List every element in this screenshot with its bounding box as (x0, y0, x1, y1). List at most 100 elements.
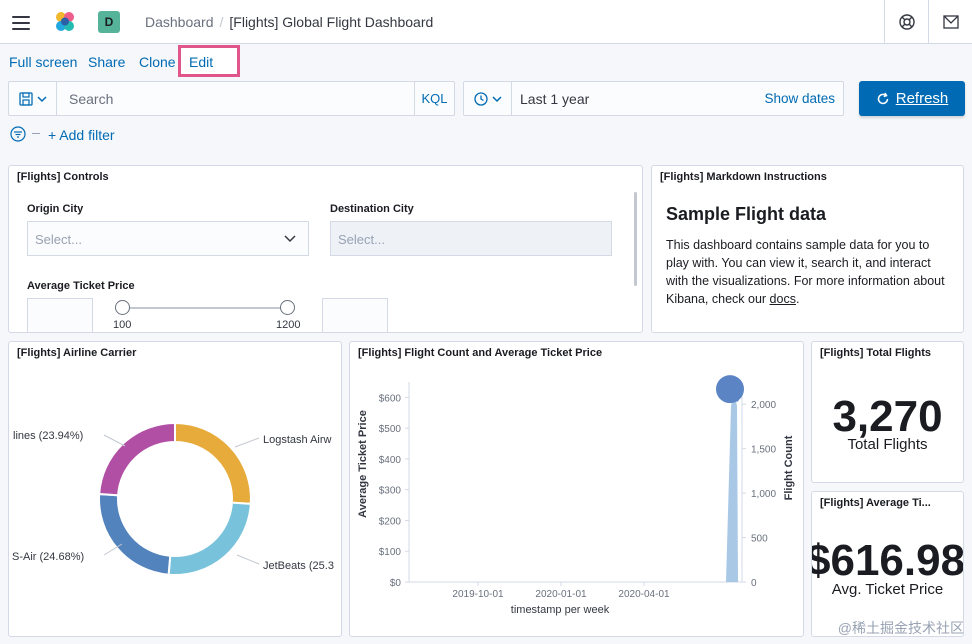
panel-title: [Flights] Airline Carrier (17, 347, 137, 359)
kibana-logo-icon[interactable] (53, 10, 77, 34)
donut-slice-es-air[interactable] (98, 492, 172, 576)
right-tick-label: 1,000 (751, 489, 776, 500)
left-tick-label: $400 (379, 455, 402, 466)
clock-icon (473, 91, 488, 106)
left-axis-title: Average Ticket Price (357, 410, 369, 518)
edit-link[interactable]: Edit (189, 54, 214, 70)
flight-count-area[interactable] (726, 396, 738, 582)
left-tick-label: $600 (379, 393, 402, 404)
donut-slice-jetbeats[interactable] (167, 501, 252, 576)
markdown-panel: [Flights] Markdown Instructions Sample F… (651, 165, 964, 333)
x-tick-label: 2019-10-01 (452, 589, 504, 600)
time-range-text[interactable]: Last 1 year (520, 91, 590, 107)
origin-city-placeholder: Select... (35, 232, 82, 247)
breadcrumb: Dashboard / [Flights] Global Flight Dashbo… (145, 14, 433, 30)
search-input[interactable]: Search (69, 91, 114, 107)
ticket-price-dot (735, 398, 739, 402)
docs-link[interactable]: docs (769, 292, 796, 306)
donut-label-kibana: lines (23.94%) (13, 430, 83, 442)
right-tick-label: 0 (751, 578, 757, 589)
breadcrumb-current: [Flights] Global Flight Dashboard (229, 14, 434, 30)
flight-count-chart: Average Ticket Price Flight Count $600 $5… (357, 375, 795, 616)
refresh-label: Refresh (895, 90, 949, 107)
share-link[interactable]: Share (88, 54, 126, 70)
origin-city-label: Origin City (27, 203, 84, 215)
total-flights-label: Total Flights (847, 436, 928, 453)
space-avatar[interactable]: D (98, 11, 120, 33)
save-icon (18, 91, 33, 106)
price-range-label: Average Ticket Price (27, 280, 135, 292)
date-picker: Last 1 year Show dates (463, 81, 844, 116)
watermark: @稀土掘金技术社区 (837, 620, 964, 636)
markdown-text: This dashboard contains sample data for … (666, 238, 945, 306)
quick-select-button[interactable] (464, 82, 512, 115)
left-tick-label: $500 (379, 424, 402, 435)
left-tick-label: $200 (379, 516, 402, 527)
chevron-down-icon (491, 95, 502, 102)
donut-slice-kibana-airlines[interactable] (98, 421, 176, 497)
donut-label-jetbeats: JetBeats (25.3 (263, 560, 334, 572)
avg-ticket-price-panel: [Flights] Average Ti... $616.98 Avg. Tic… (811, 491, 964, 637)
panel-title: [Flights] Controls (17, 171, 109, 183)
airline-donut-chart: Logstash Airw JetBeats (25.3 lines (23.9… (12, 421, 334, 576)
origin-city-select[interactable]: Select... (27, 221, 309, 256)
edit-highlight-box (178, 45, 240, 77)
help-button[interactable] (884, 0, 928, 44)
top-nav-menu: Full screen Share Clone (0, 44, 972, 78)
panel-title: [Flights] Total Flights (820, 347, 931, 359)
breadcrumb-separator: / (219, 14, 224, 30)
total-flights-panel: [Flights] Total Flights 3,270 Total Flig… (811, 341, 964, 483)
donut-label-esair: S-Air (24.68%) (12, 551, 84, 563)
refresh-icon (877, 92, 888, 104)
hamburger-menu-icon[interactable] (10, 12, 32, 32)
markdown-body: This dashboard contains sample data for … (666, 236, 948, 308)
x-tick-label: 2020-01-01 (535, 589, 587, 600)
destination-city-select[interactable]: Select... (330, 221, 612, 256)
left-tick-label: $100 (379, 547, 402, 558)
flight-count-panel: [Flights] Flight Count and Average Ticke… (349, 341, 804, 637)
filter-divider (32, 133, 40, 134)
right-tick-label: 2,000 (751, 400, 776, 411)
right-axis-title: Flight Count (783, 435, 795, 500)
avg-ticket-price-label: Avg. Ticket Price (831, 581, 944, 598)
markdown-end: . (795, 292, 800, 306)
destination-city-placeholder: Select... (338, 232, 385, 247)
saved-query-button[interactable] (9, 82, 57, 115)
controls-panel: [Flights] Controls Origin City Select...… (8, 165, 643, 333)
left-tick-label: $0 (390, 578, 402, 589)
filter-icon[interactable] (10, 126, 26, 142)
show-dates-link[interactable]: Show dates (764, 91, 835, 106)
donut-label-logstash: Logstash Airw (263, 434, 332, 446)
breadcrumb-dashboard[interactable]: Dashboard (145, 14, 214, 30)
price-min-input[interactable] (27, 298, 93, 332)
right-tick-label: 1,500 (751, 445, 776, 456)
mail-icon (942, 15, 959, 29)
left-tick-label: $300 (379, 486, 402, 497)
help-icon (898, 14, 915, 30)
price-slider-max-handle[interactable] (280, 300, 295, 315)
price-min-tick: 100 (113, 319, 132, 331)
avg-ticket-price-value: $616.98 (811, 536, 964, 585)
x-tick-label: 2020-04-01 (618, 589, 670, 600)
ticket-price-point[interactable] (716, 375, 744, 404)
price-slider-min-handle[interactable] (115, 300, 130, 315)
donut-slice-logstash-airways[interactable] (174, 421, 252, 505)
chevron-down-icon (36, 95, 47, 102)
query-bar: Search KQL (8, 81, 455, 116)
kql-toggle[interactable]: KQL (414, 82, 454, 115)
newsfeed-button[interactable] (928, 0, 972, 44)
x-axis-title: timestamp per week (511, 604, 610, 616)
refresh-button[interactable]: Refresh (859, 81, 965, 116)
fullscreen-link[interactable]: Full screen (9, 54, 78, 70)
price-max-input[interactable] (322, 298, 388, 332)
price-slider-track[interactable] (122, 307, 288, 309)
airline-carrier-panel: [Flights] Airline Carrier Logstash Airw … (8, 341, 342, 637)
markdown-heading: Sample Flight data (666, 204, 827, 224)
panel-scrollbar[interactable] (634, 192, 637, 286)
add-filter-link[interactable]: + Add filter (48, 127, 115, 143)
panel-title: [Flights] Average Ti... (820, 497, 931, 509)
clone-link[interactable]: Clone (139, 54, 176, 70)
total-flights-value: 3,270 (832, 392, 943, 441)
panel-title: [Flights] Markdown Instructions (660, 171, 827, 183)
destination-city-label: Destination City (330, 203, 414, 215)
